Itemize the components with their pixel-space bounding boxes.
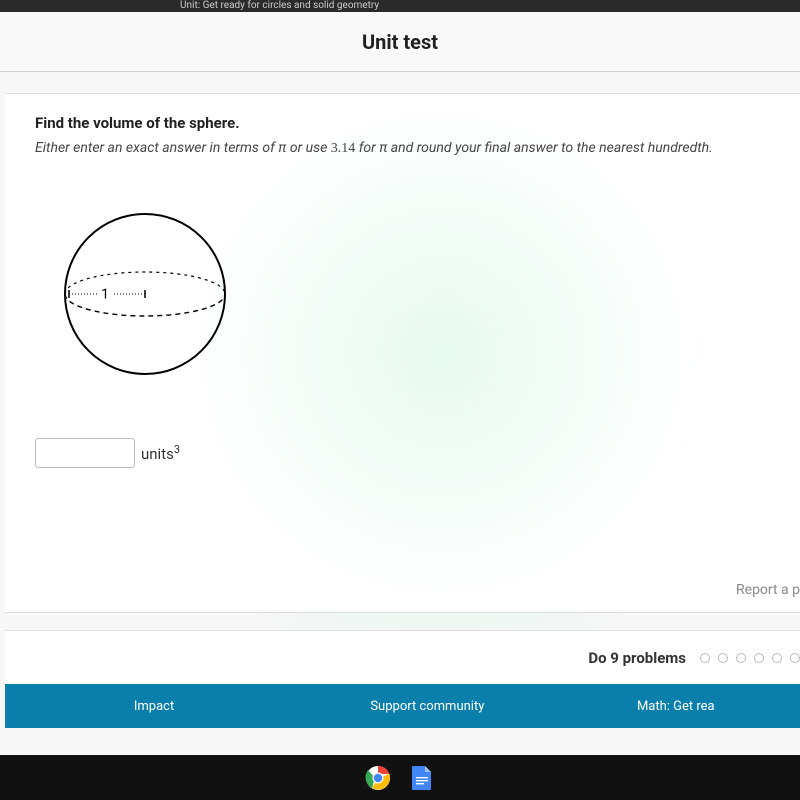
progress-dot[interactable] [772,653,782,663]
progress-dot[interactable] [754,653,764,663]
screen: Unit: Get ready for circles and solid ge… [0,0,800,770]
monitor-frame: Unit: Get ready for circles and solid ge… [0,0,800,800]
question-panel: Find the volume of the sphere. Either en… [5,93,800,613]
footer-support[interactable]: Support community [303,699,551,714]
q-sub-mid2: for [355,140,379,156]
chrome-icon[interactable] [364,764,392,792]
answer-row: units3 [35,438,770,468]
sphere-svg: 1 [35,194,255,394]
do-problems-label: Do 9 problems [588,649,686,667]
footer-impact[interactable]: Impact [5,699,303,714]
docs-icon[interactable] [408,764,436,792]
progress-dot[interactable] [736,653,746,663]
pi-value: 3.14 [331,141,356,156]
taskbar [0,755,800,800]
answer-input[interactable] [35,438,135,468]
progress-bar: Do 9 problems [5,630,800,684]
page-title: Unit test [362,30,438,54]
top-breadcrumb: Unit: Get ready for circles and solid ge… [0,0,800,12]
question-main: Find the volume of the sphere. [35,114,770,132]
progress-dot[interactable] [700,653,710,663]
units-text: units [141,445,174,463]
progress-dot[interactable] [718,653,728,663]
q-sub-prefix: Either enter an exact answer in terms of [35,140,278,156]
page-header: Unit test [0,12,800,72]
site-footer: Impact Support community Math: Get rea [5,684,800,728]
q-sub-mid: or use [286,140,330,156]
question-sub: Either enter an exact answer in terms of… [35,138,770,159]
radius-label: 1 [101,287,109,303]
sphere-figure: 1 [35,194,770,398]
report-link[interactable]: Report a p [736,582,800,598]
progress-dot[interactable] [790,653,800,663]
progress-dots [700,653,800,663]
units-label: units3 [141,443,180,463]
units-exponent: 3 [174,443,180,456]
footer-math[interactable]: Math: Get rea [552,699,800,714]
q-sub-suffix: and round your final answer to the neare… [387,140,712,156]
